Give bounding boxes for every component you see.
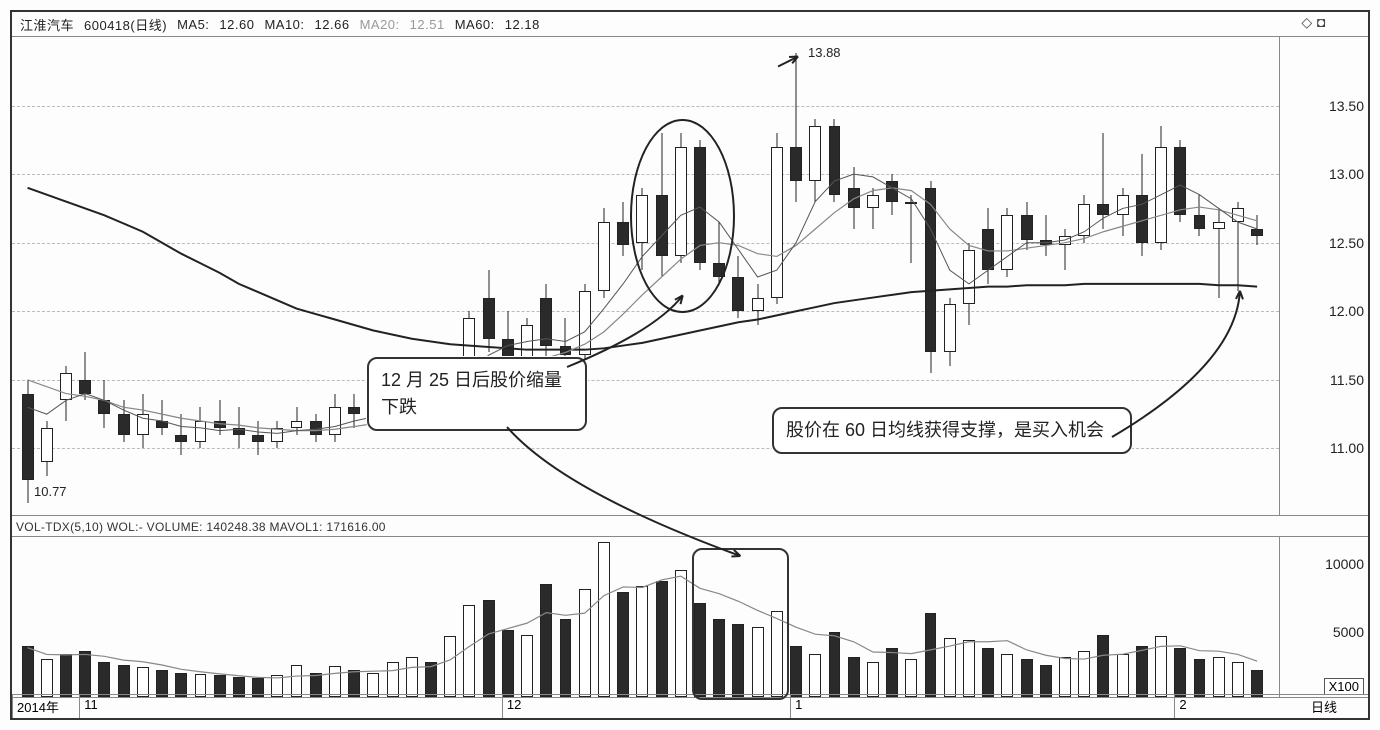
volume-bar xyxy=(444,636,456,697)
volume-bar xyxy=(636,586,648,697)
volume-bar xyxy=(41,659,53,697)
volume-bar xyxy=(540,584,552,697)
volume-bar xyxy=(905,659,917,697)
volume-bar xyxy=(406,657,418,698)
volume-bar xyxy=(1001,654,1013,697)
ma20-label: MA20: xyxy=(360,17,400,32)
volume-bar xyxy=(60,654,72,697)
volume-yaxis: 5000 10000 X100 xyxy=(1280,536,1368,698)
stock-code: 600418(日线) xyxy=(84,15,167,34)
volume-bar xyxy=(1194,659,1206,697)
callout-ma60-support: 股价在 60 日均线获得支撑，是买入机会 xyxy=(772,407,1132,454)
xaxis-month: 12 xyxy=(502,695,525,718)
volume-highlight-box xyxy=(692,548,789,700)
volume-bar xyxy=(1213,657,1225,698)
vol-multiplier: X100 xyxy=(1324,678,1364,695)
ma60-value: 12.18 xyxy=(505,17,540,32)
volume-bar xyxy=(1078,651,1090,697)
ma60-label: MA60: xyxy=(455,17,495,32)
price-ylabel: 12.50 xyxy=(1329,235,1364,251)
price-ylabel: 11.50 xyxy=(1330,372,1364,388)
volume-bar xyxy=(925,613,937,697)
stock-name: 江淮汽车 xyxy=(20,15,74,34)
volume-bar xyxy=(137,667,149,697)
chart-frame: 江淮汽车 600418(日线) MA5: 12.60 MA10: 12.66 M… xyxy=(10,10,1370,720)
volume-bar xyxy=(1174,648,1186,697)
volume-bar xyxy=(1136,646,1148,697)
volume-bar xyxy=(1040,665,1052,697)
xaxis-year: 2014年 xyxy=(12,695,63,718)
ma5-value: 12.60 xyxy=(219,17,254,32)
price-ylabel: 13.50 xyxy=(1329,98,1364,114)
price-ylabel: 13.00 xyxy=(1329,166,1364,182)
volume-chart[interactable] xyxy=(12,536,1280,698)
volume-bar xyxy=(809,654,821,697)
ma5-label: MA5: xyxy=(177,17,209,32)
callout-dec25: 12 月 25 日后股价缩量下跌 xyxy=(367,357,587,431)
volume-bar xyxy=(1097,635,1109,697)
volume-bar xyxy=(560,619,572,697)
volume-bar xyxy=(1021,659,1033,697)
volume-bar xyxy=(982,648,994,697)
xaxis-month: 2 xyxy=(1174,695,1190,718)
volume-bar xyxy=(502,630,514,698)
low-point-label: 10.77 xyxy=(34,484,67,499)
volume-bar xyxy=(1251,670,1263,697)
volume-bar xyxy=(598,542,610,697)
price-ylabel: 11.00 xyxy=(1330,440,1364,456)
volume-bar xyxy=(1059,657,1071,698)
volume-bar xyxy=(425,662,437,697)
volume-bar xyxy=(675,570,687,697)
vol-ylabel: 10000 xyxy=(1325,556,1364,572)
vol-ylabel: 5000 xyxy=(1333,624,1364,640)
price-ylabel: 12.00 xyxy=(1329,303,1364,319)
volume-bar xyxy=(1117,654,1129,697)
volume-bar xyxy=(867,662,879,697)
volume-bar xyxy=(22,646,34,697)
xaxis-month: 11 xyxy=(79,695,102,718)
x-axis: 2014年 111212 xyxy=(12,694,1280,718)
volume-bar xyxy=(387,662,399,697)
volume-bar xyxy=(1155,636,1167,697)
volume-bar xyxy=(617,592,629,697)
xaxis-month: 1 xyxy=(790,695,806,718)
volume-bar xyxy=(79,651,91,697)
volume-bar xyxy=(656,581,668,697)
volume-bar xyxy=(886,648,898,697)
volume-title: VOL-TDX(5,10) WOL:- VOLUME: 140248.38 MA… xyxy=(16,520,386,534)
price-yaxis: 11.00 11.50 12.00 12.50 13.00 13.50 xyxy=(1280,36,1368,516)
volume-bar xyxy=(291,665,303,697)
volume-bar xyxy=(579,589,591,697)
volume-bar xyxy=(829,632,841,697)
volume-bar xyxy=(848,657,860,698)
title-bar: 江淮汽车 600418(日线) MA5: 12.60 MA10: 12.66 M… xyxy=(12,12,1368,36)
volume-bar xyxy=(521,635,533,697)
volume-bar xyxy=(963,640,975,697)
high-point-label: 13.88 xyxy=(808,45,841,60)
volume-bar xyxy=(790,646,802,697)
volume-bar xyxy=(1232,662,1244,697)
ma10-value: 12.66 xyxy=(315,17,350,32)
volume-bar xyxy=(118,665,130,697)
volume-bar xyxy=(329,666,341,697)
diamond-icon[interactable]: ◇ ◘ xyxy=(1301,14,1326,31)
volume-bar xyxy=(348,670,360,697)
highlight-ellipse xyxy=(630,119,735,313)
xaxis-mode[interactable]: 日线 xyxy=(1280,694,1368,718)
volume-bar xyxy=(463,605,475,697)
volume-bar xyxy=(156,670,168,697)
volume-bar xyxy=(944,638,956,697)
volume-bar xyxy=(98,662,110,697)
volume-bar xyxy=(483,600,495,697)
ma20-value: 12.51 xyxy=(410,17,445,32)
ma10-label: MA10: xyxy=(264,17,304,32)
